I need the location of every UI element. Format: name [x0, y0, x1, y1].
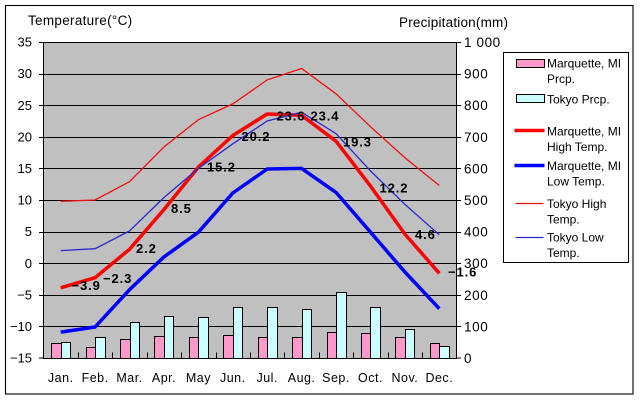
svg-text:Jul.: Jul. — [256, 371, 277, 385]
svg-text:−10: −10 — [10, 319, 32, 334]
svg-text:300: 300 — [464, 256, 488, 271]
svg-text:8.5: 8.5 — [171, 201, 192, 216]
svg-text:−5: −5 — [17, 287, 32, 302]
svg-text:Marquette, MI: Marquette, MI — [547, 159, 621, 173]
svg-text:500: 500 — [464, 193, 488, 208]
svg-text:200: 200 — [464, 288, 488, 303]
svg-text:600: 600 — [464, 161, 488, 176]
svg-text:1 000: 1 000 — [464, 35, 501, 50]
svg-text:23.6: 23.6 — [277, 109, 306, 124]
svg-text:20.2: 20.2 — [242, 129, 271, 144]
svg-text:Jun.: Jun. — [220, 371, 246, 385]
svg-text:Tokyo Prcp.: Tokyo Prcp. — [547, 93, 610, 107]
svg-text:2.2: 2.2 — [136, 241, 157, 256]
svg-text:Feb.: Feb. — [82, 371, 109, 385]
svg-text:900: 900 — [464, 67, 488, 82]
svg-text:Marquette, MI: Marquette, MI — [547, 125, 621, 139]
svg-text:700: 700 — [464, 130, 488, 145]
svg-text:30: 30 — [18, 66, 32, 81]
svg-text:4.6: 4.6 — [415, 227, 436, 242]
svg-text:23.4: 23.4 — [311, 109, 340, 124]
svg-text:10: 10 — [18, 193, 32, 208]
svg-text:0: 0 — [464, 351, 472, 366]
svg-text:35: 35 — [18, 35, 32, 50]
svg-text:Oct.: Oct. — [358, 371, 383, 385]
svg-text:Tokyo Low: Tokyo Low — [547, 231, 604, 245]
svg-text:800: 800 — [464, 98, 488, 113]
svg-text:100: 100 — [464, 319, 488, 334]
svg-text:0: 0 — [25, 256, 32, 271]
svg-text:Prcp.: Prcp. — [547, 72, 575, 86]
svg-text:May: May — [186, 371, 211, 385]
svg-text:25: 25 — [18, 98, 32, 113]
svg-text:Apr.: Apr. — [152, 371, 176, 385]
svg-text:19.3: 19.3 — [343, 135, 372, 150]
svg-text:High Temp.: High Temp. — [547, 140, 607, 154]
svg-text:Nov.: Nov. — [392, 371, 419, 385]
svg-text:Dec.: Dec. — [425, 371, 453, 385]
svg-text:20: 20 — [18, 129, 32, 144]
svg-text:Temp.: Temp. — [547, 246, 580, 260]
svg-text:15.2: 15.2 — [207, 160, 236, 175]
svg-text:−1.6: −1.6 — [448, 265, 477, 280]
svg-text:−3.9: −3.9 — [72, 278, 101, 293]
svg-text:5: 5 — [25, 224, 32, 239]
svg-text:−15: −15 — [10, 351, 32, 366]
svg-text:Temp.: Temp. — [547, 213, 580, 227]
svg-text:15: 15 — [18, 161, 32, 176]
svg-text:12.2: 12.2 — [380, 181, 409, 196]
svg-text:Jan.: Jan. — [48, 371, 74, 385]
svg-text:Precipitation(mm): Precipitation(mm) — [399, 15, 508, 30]
svg-text:Marquette, MI: Marquette, MI — [547, 57, 621, 71]
svg-text:Aug.: Aug. — [288, 371, 316, 385]
svg-text:Mar.: Mar. — [116, 371, 142, 385]
svg-text:Tokyo High: Tokyo High — [547, 197, 606, 211]
svg-text:−2.3: −2.3 — [103, 271, 132, 286]
svg-text:Temperature(°C): Temperature(°C) — [28, 13, 132, 28]
svg-text:Sep.: Sep. — [322, 371, 350, 385]
svg-text:400: 400 — [464, 225, 488, 240]
svg-text:Low Temp.: Low Temp. — [547, 175, 605, 189]
